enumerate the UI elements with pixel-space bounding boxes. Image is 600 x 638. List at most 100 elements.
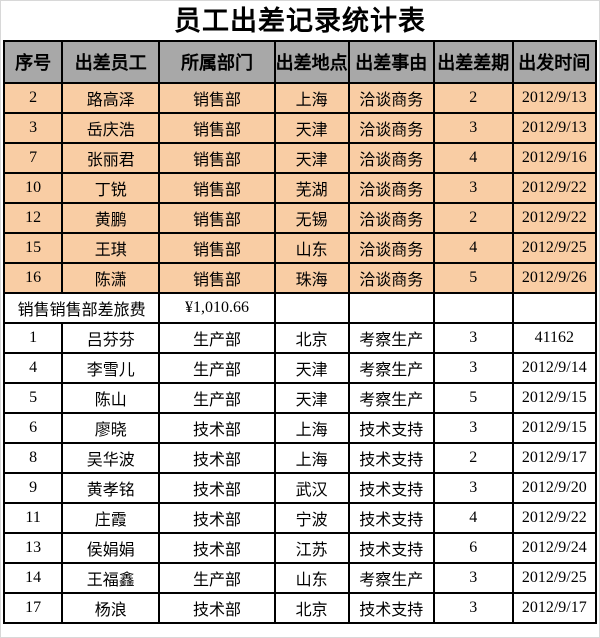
table-row: 7 张丽君 销售部 天津 洽谈商务 4 2012/9/16 xyxy=(2,142,598,174)
cell-departure-time: 2012/9/17 xyxy=(511,592,598,624)
header-row: 序号 出差员工 所属部门 出差地点 出差事由 出差差期 出发时间 xyxy=(2,40,598,84)
table-row: 14 王福鑫 生产部 山东 考察生产 3 2012/9/25 xyxy=(2,562,598,594)
cell-employee: 陈潇 xyxy=(61,262,161,294)
cell-reason: 洽谈商务 xyxy=(347,262,435,294)
cell-department: 生产部 xyxy=(158,322,276,354)
cell-duration: 3 xyxy=(432,592,514,624)
cell-index: 11 xyxy=(2,502,64,534)
table-row: 2 路高泽 销售部 上海 洽谈商务 2 2012/9/13 xyxy=(2,82,598,114)
cell-reason: 洽谈商务 xyxy=(347,202,435,234)
summary-empty-cell xyxy=(432,292,514,324)
cell-location: 武汉 xyxy=(273,472,350,504)
table-row: 8 吴华波 技术部 上海 技术支持 2 2012/9/17 xyxy=(2,442,598,474)
cell-location: 上海 xyxy=(273,442,350,474)
cell-index: 4 xyxy=(2,352,64,384)
cell-employee: 廖晓 xyxy=(61,412,161,444)
column-header-departure-time: 出发时间 xyxy=(511,40,598,84)
cell-employee: 王琪 xyxy=(61,232,161,264)
table-row: 6 廖晓 技术部 上海 技术支持 3 2012/9/15 xyxy=(2,412,598,444)
cell-employee: 吴华波 xyxy=(61,442,161,474)
cell-department: 技术部 xyxy=(158,592,276,624)
cell-index: 8 xyxy=(2,442,64,474)
cell-location: 上海 xyxy=(273,82,350,114)
summary-empty-cell xyxy=(273,292,350,324)
cell-reason: 洽谈商务 xyxy=(347,142,435,174)
cell-index: 14 xyxy=(2,562,64,594)
cell-index: 2 xyxy=(2,82,64,114)
column-header-employee: 出差员工 xyxy=(61,40,161,84)
cell-departure-time: 2012/9/17 xyxy=(511,442,598,474)
cell-reason: 技术支持 xyxy=(347,442,435,474)
cell-department: 技术部 xyxy=(158,532,276,564)
cell-reason: 技术支持 xyxy=(347,592,435,624)
column-header-index: 序号 xyxy=(2,40,64,84)
cell-location: 天津 xyxy=(273,142,350,174)
cell-departure-time: 2012/9/13 xyxy=(511,112,598,144)
cell-department: 生产部 xyxy=(158,382,276,414)
cell-employee: 王福鑫 xyxy=(61,562,161,594)
table-row: 4 李雪儿 生产部 天津 考察生产 3 2012/9/14 xyxy=(2,352,598,384)
cell-departure-time: 2012/9/22 xyxy=(511,172,598,204)
cell-employee: 杨浪 xyxy=(61,592,161,624)
cell-duration: 3 xyxy=(432,472,514,504)
cell-departure-time: 2012/9/25 xyxy=(511,232,598,264)
cell-departure-time: 2012/9/24 xyxy=(511,532,598,564)
table-row: 11 庄霞 技术部 宁波 技术支持 4 2012/9/22 xyxy=(2,502,598,534)
column-header-duration: 出差差期 xyxy=(432,40,514,84)
cell-department: 销售部 xyxy=(158,202,276,234)
cell-department: 销售部 xyxy=(158,262,276,294)
cell-reason: 考察生产 xyxy=(347,562,435,594)
cell-location: 宁波 xyxy=(273,502,350,534)
table-row: 17 杨浪 技术部 北京 技术支持 3 2012/9/17 xyxy=(2,592,598,624)
cell-departure-time: 2012/9/13 xyxy=(511,82,598,114)
table-row: 1 吕芬芬 生产部 北京 考察生产 3 41162 xyxy=(2,322,598,354)
cell-departure-time: 2012/9/14 xyxy=(511,352,598,384)
cell-index: 9 xyxy=(2,472,64,504)
cell-index: 7 xyxy=(2,142,64,174)
cell-employee: 张丽君 xyxy=(61,142,161,174)
table-row: 10 丁锐 销售部 芜湖 洽谈商务 3 2012/9/22 xyxy=(2,172,598,204)
table-row: 15 王琪 销售部 山东 洽谈商务 4 2012/9/25 xyxy=(2,232,598,264)
cell-location: 北京 xyxy=(273,592,350,624)
cell-location: 江苏 xyxy=(273,532,350,564)
cell-department: 销售部 xyxy=(158,232,276,264)
table-row: 12 黄鹏 销售部 无锡 洽谈商务 2 2012/9/22 xyxy=(2,202,598,234)
cell-index: 5 xyxy=(2,382,64,414)
cell-duration: 2 xyxy=(432,442,514,474)
cell-departure-time: 2012/9/15 xyxy=(511,412,598,444)
cell-location: 芜湖 xyxy=(273,172,350,204)
cell-index: 13 xyxy=(2,532,64,564)
cell-reason: 技术支持 xyxy=(347,412,435,444)
cell-departure-time: 2012/9/22 xyxy=(511,202,598,234)
cell-department: 销售部 xyxy=(158,112,276,144)
cell-employee: 丁锐 xyxy=(61,172,161,204)
page-title: 员工出差记录统计表 xyxy=(174,6,426,36)
cell-duration: 5 xyxy=(432,262,514,294)
cell-duration: 3 xyxy=(432,322,514,354)
table-row: 13 侯娟娟 技术部 江苏 技术支持 6 2012/9/24 xyxy=(2,532,598,564)
cell-employee: 侯娟娟 xyxy=(61,532,161,564)
cell-index: 17 xyxy=(2,592,64,624)
cell-reason: 考察生产 xyxy=(347,382,435,414)
cell-location: 天津 xyxy=(273,382,350,414)
cell-department: 销售部 xyxy=(158,82,276,114)
cell-location: 无锡 xyxy=(273,202,350,234)
cell-index: 10 xyxy=(2,172,64,204)
cell-duration: 3 xyxy=(432,562,514,594)
cell-reason: 洽谈商务 xyxy=(347,172,435,204)
table-row: 5 陈山 生产部 天津 考察生产 5 2012/9/15 xyxy=(2,382,598,414)
cell-departure-time: 2012/9/16 xyxy=(511,142,598,174)
table-body: 2 路高泽 销售部 上海 洽谈商务 2 2012/9/13 3 岳庆浩 销售部 天津 洽谈商务 3 201… xyxy=(2,82,598,624)
cell-duration: 4 xyxy=(432,232,514,264)
cell-duration: 5 xyxy=(432,382,514,414)
summary-empty-cell xyxy=(511,292,598,324)
cell-index: 1 xyxy=(2,322,64,354)
cell-department: 技术部 xyxy=(158,442,276,474)
cell-duration: 3 xyxy=(432,352,514,384)
summary-row: 销售销售部差旅费 ¥1,010.66 xyxy=(2,292,598,324)
cell-location: 山东 xyxy=(273,562,350,594)
cell-departure-time: 41162 xyxy=(511,322,598,354)
table-row: 3 岳庆浩 销售部 天津 洽谈商务 3 2012/9/13 xyxy=(2,112,598,144)
cell-department: 销售部 xyxy=(158,172,276,204)
summary-label: 销售销售部差旅费 xyxy=(2,292,161,324)
